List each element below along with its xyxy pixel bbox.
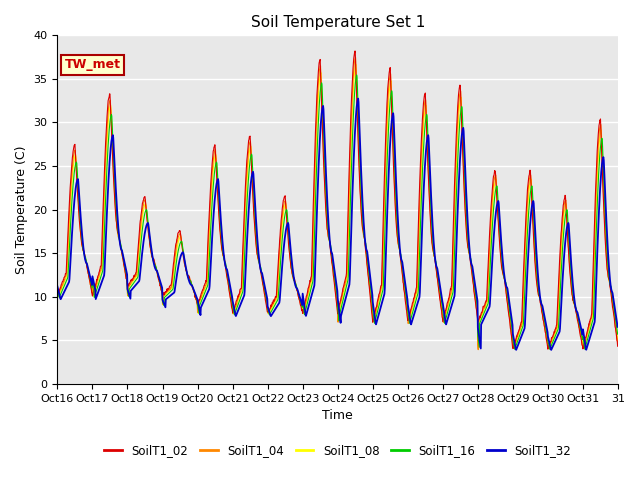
SoilT1_08: [141, 202, 149, 207]
SoilT1_32: [614, 324, 621, 330]
SoilT1_02: [312, 109, 320, 115]
SoilT1_16: [614, 331, 621, 337]
SoilT1_08: [312, 144, 320, 150]
SoilT1_04: [607, 289, 615, 295]
SoilT1_16: [470, 278, 477, 284]
Line: SoilT1_08: SoilT1_08: [58, 64, 618, 348]
SoilT1_02: [141, 194, 149, 200]
SoilT1_16: [141, 210, 149, 216]
SoilT1_02: [54, 292, 61, 298]
SoilT1_02: [544, 346, 552, 352]
SoilT1_04: [614, 340, 621, 346]
SoilT1_02: [552, 323, 560, 328]
Line: SoilT1_04: SoilT1_04: [58, 58, 618, 349]
SoilT1_08: [470, 282, 477, 288]
SoilT1_04: [352, 55, 360, 60]
SoilT1_32: [141, 229, 149, 235]
X-axis label: Time: Time: [323, 409, 353, 422]
SoilT1_02: [614, 343, 621, 349]
Text: TW_met: TW_met: [65, 59, 121, 72]
SoilT1_16: [546, 347, 554, 352]
Title: Soil Temperature Set 1: Soil Temperature Set 1: [250, 15, 425, 30]
SoilT1_08: [352, 61, 360, 67]
SoilT1_16: [552, 331, 560, 336]
SoilT1_04: [552, 326, 560, 332]
SoilT1_32: [312, 231, 320, 237]
SoilT1_32: [607, 286, 615, 291]
SoilT1_08: [54, 290, 61, 296]
SoilT1_32: [547, 347, 555, 353]
SoilT1_08: [607, 288, 615, 293]
SoilT1_08: [323, 214, 331, 220]
Y-axis label: Soil Temperature (C): Soil Temperature (C): [15, 145, 28, 274]
SoilT1_04: [323, 218, 331, 224]
Line: SoilT1_32: SoilT1_32: [58, 98, 618, 350]
SoilT1_08: [552, 327, 560, 333]
SoilT1_16: [54, 287, 61, 292]
SoilT1_16: [353, 72, 360, 78]
SoilT1_02: [607, 290, 615, 296]
SoilT1_04: [312, 127, 320, 132]
Legend: SoilT1_02, SoilT1_04, SoilT1_08, SoilT1_16, SoilT1_32: SoilT1_02, SoilT1_04, SoilT1_08, SoilT1_…: [100, 439, 576, 462]
SoilT1_08: [614, 337, 621, 343]
SoilT1_02: [351, 48, 358, 54]
SoilT1_08: [545, 346, 553, 351]
SoilT1_04: [470, 284, 477, 290]
SoilT1_32: [323, 188, 331, 193]
Line: SoilT1_02: SoilT1_02: [58, 51, 618, 349]
SoilT1_32: [355, 96, 362, 101]
SoilT1_32: [54, 284, 61, 289]
SoilT1_16: [607, 284, 615, 289]
SoilT1_02: [323, 222, 331, 228]
Line: SoilT1_16: SoilT1_16: [58, 75, 618, 349]
SoilT1_16: [312, 176, 320, 182]
SoilT1_04: [54, 290, 61, 296]
SoilT1_04: [474, 347, 482, 352]
SoilT1_16: [323, 204, 331, 209]
SoilT1_32: [470, 274, 477, 279]
SoilT1_32: [552, 336, 560, 342]
SoilT1_04: [141, 198, 149, 204]
SoilT1_02: [470, 288, 477, 294]
